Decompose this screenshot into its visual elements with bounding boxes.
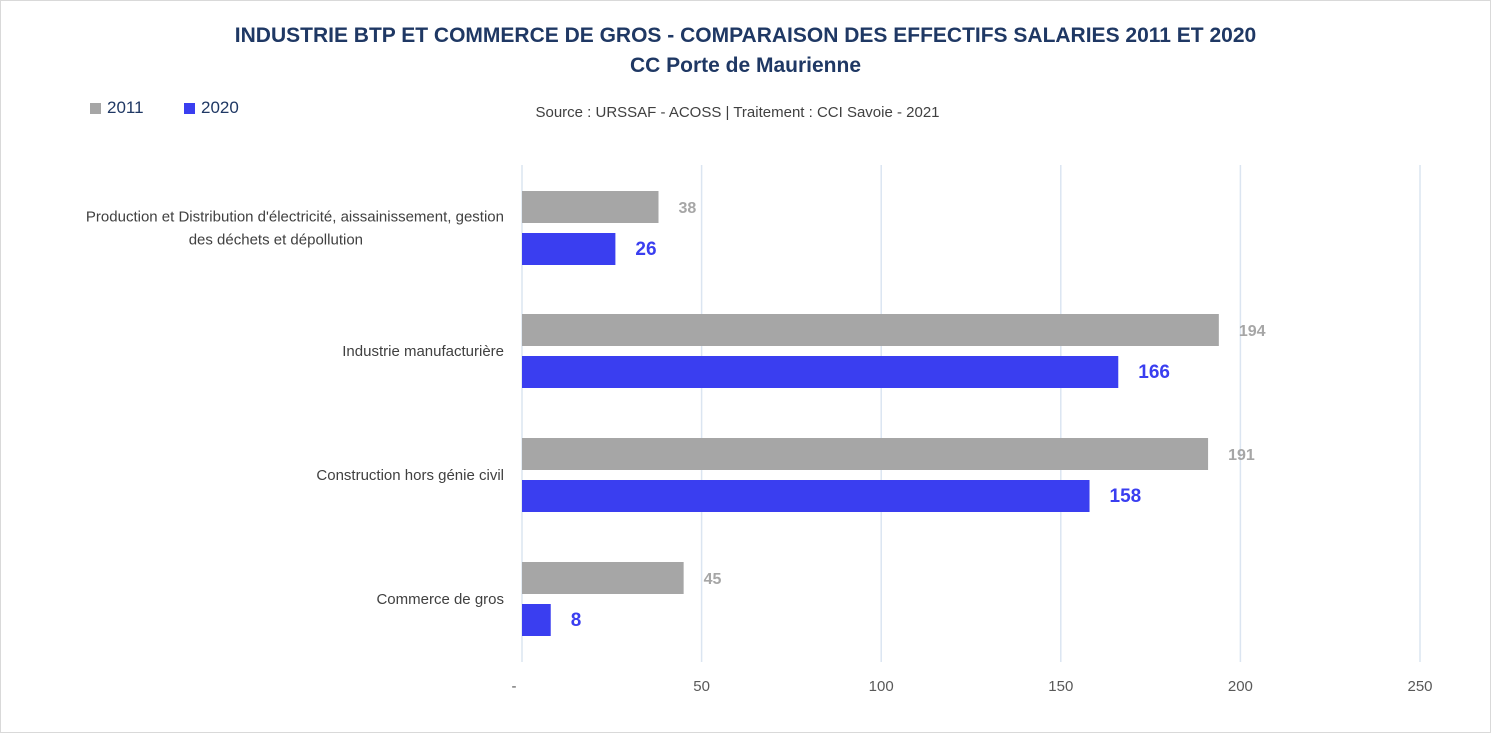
data-label-2020-2: 158 — [1110, 486, 1142, 507]
legend-swatch-2020 — [184, 102, 195, 114]
category-label-1-0: Industrie manufacturière — [342, 343, 504, 360]
data-label-2011-2: 191 — [1228, 447, 1255, 464]
data-label-2020-3: 8 — [571, 610, 582, 631]
x-tick-label-0: - — [512, 678, 517, 695]
legend-label-2020: 2020 — [201, 98, 239, 117]
x-tick-label-1: 50 — [693, 678, 710, 695]
chart-title: INDUSTRIE BTP ET COMMERCE DE GROS - COMP… — [234, 24, 1257, 47]
bar-2020-1 — [522, 356, 1119, 388]
x-tick-label-2: 100 — [869, 678, 894, 695]
legend-item-2011: 2011 — [90, 98, 144, 118]
bar-2020-2 — [522, 480, 1090, 512]
bar-2011-3 — [522, 562, 684, 594]
x-tick-label-3: 150 — [1048, 678, 1073, 695]
x-tick-label-4: 200 — [1228, 678, 1253, 695]
data-label-2011-3: 45 — [704, 571, 722, 588]
data-label-2011-0: 38 — [678, 200, 696, 217]
data-label-2020-1: 166 — [1138, 362, 1170, 383]
legend-item-2020: 2020 — [184, 98, 239, 118]
category-label-0-0: Production et Distribution d'électricité… — [86, 209, 504, 226]
chart-subtitle: CC Porte de Maurienne — [629, 54, 862, 77]
legend-label-2011: 2011 — [107, 98, 144, 117]
bar-2020-0 — [522, 233, 616, 265]
bar-2011-2 — [522, 438, 1209, 470]
source-note: Source : URSSAF - ACOSS | Traitement : C… — [535, 104, 940, 121]
data-label-2011-1: 194 — [1239, 323, 1266, 340]
bar-2011-0 — [522, 191, 659, 223]
category-label-0-1: des déchets et dépollution — [189, 232, 363, 249]
category-label-3-0: Commerce de gros — [376, 591, 504, 608]
data-label-2020-0: 26 — [635, 239, 656, 260]
bar-2011-1 — [522, 314, 1219, 346]
legend-swatch-2011 — [90, 102, 101, 114]
category-label-2-0: Construction hors génie civil — [316, 467, 504, 484]
bar-2020-3 — [522, 604, 551, 636]
x-tick-label-5: 250 — [1407, 678, 1432, 695]
